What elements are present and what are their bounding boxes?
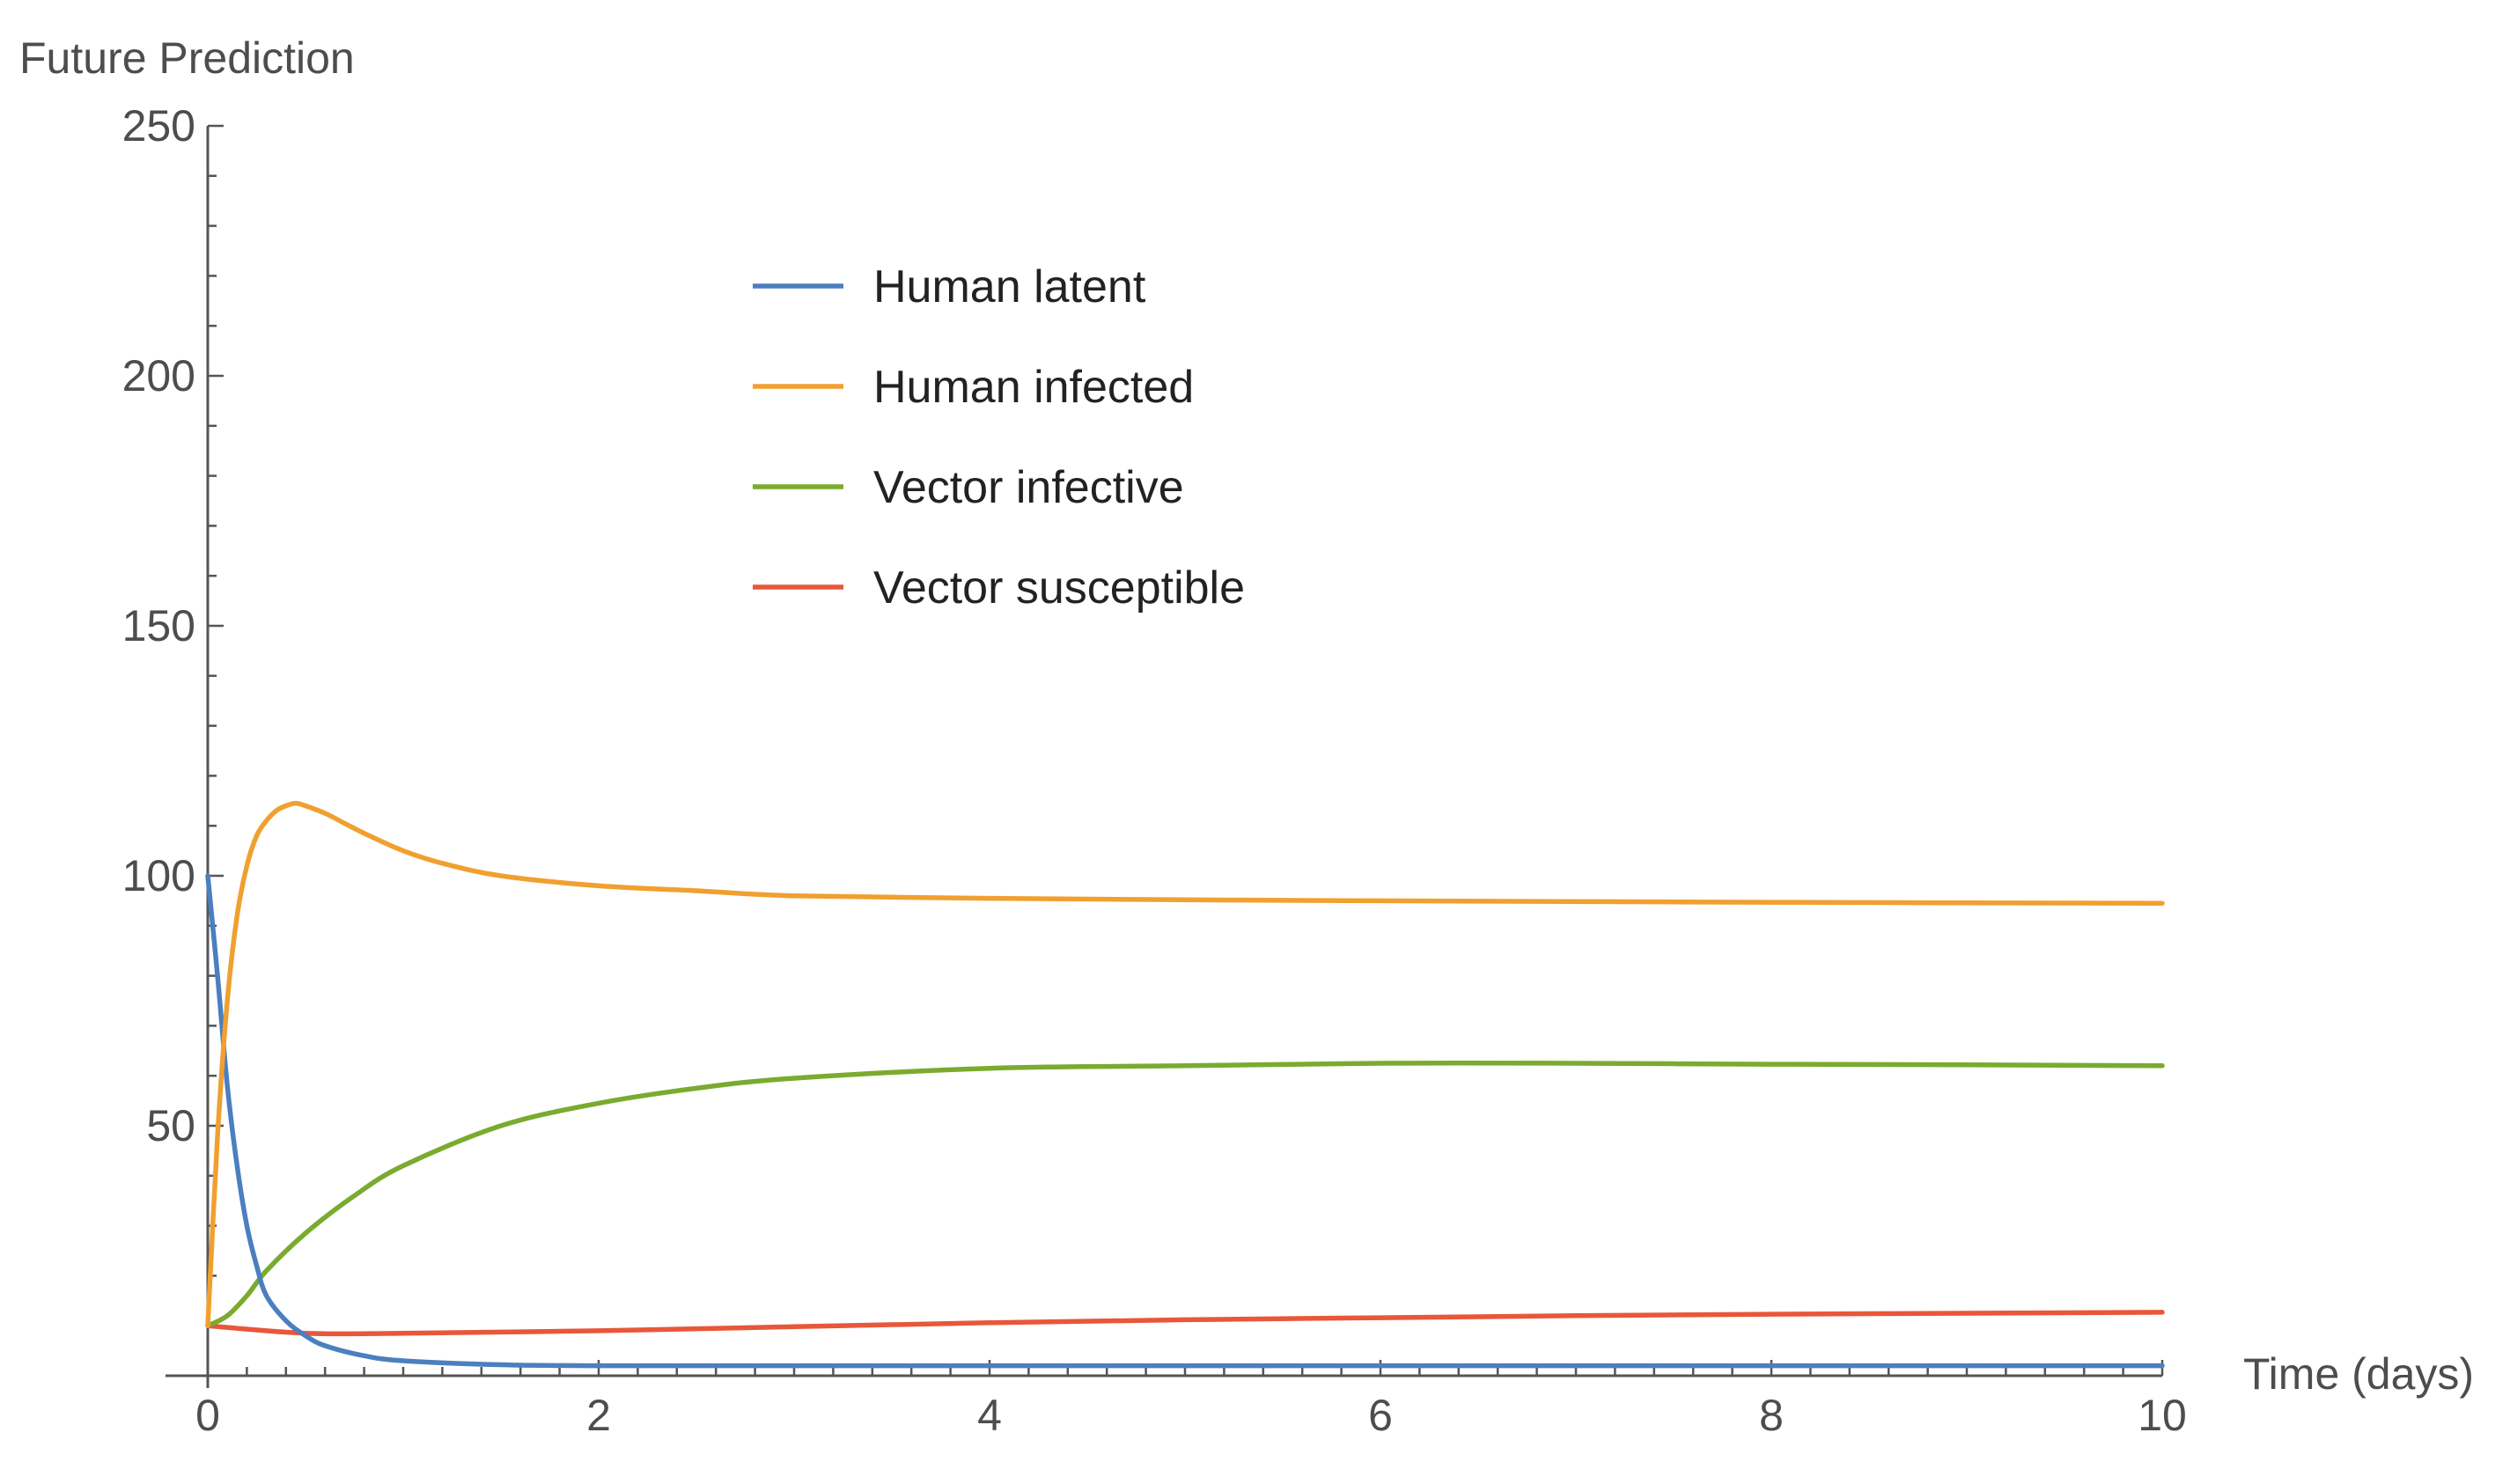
legend-label-vector-infective: Vector infective: [873, 462, 1184, 513]
series-group: [205, 800, 2165, 1369]
x-tick-label: 2: [586, 1391, 611, 1440]
x-tick-label: 0: [195, 1391, 220, 1440]
legend: Human latent Human infected Vector infecti…: [753, 261, 1245, 613]
legend-label-vector-susceptible: Vector susceptible: [873, 562, 1245, 613]
y-tick-label: 50: [146, 1101, 195, 1150]
x-axis-title: Time (days): [2243, 1349, 2474, 1399]
series-line-vector-susceptible: [205, 1310, 2165, 1337]
legend-label-human-infected: Human infected: [873, 362, 1194, 413]
series-line-human-infected: [205, 800, 2165, 1328]
x-tick-label: 6: [1368, 1391, 1393, 1440]
axes: 0 2 4 6 8 10 50 100 150 200 250: [122, 101, 2187, 1440]
series-line-vector-infective: [205, 1060, 2165, 1328]
series-line-human-latent: [205, 873, 2165, 1369]
y-tick-label: 100: [122, 851, 195, 900]
y-axis-title: Future Prediction: [19, 33, 355, 83]
legend-label-human-latent: Human latent: [873, 261, 1146, 312]
y-tick-label: 150: [122, 601, 195, 650]
y-tick-label: 200: [122, 351, 195, 400]
x-tick-label: 4: [977, 1391, 1002, 1440]
x-tick-label: 10: [2138, 1391, 2187, 1440]
y-tick-label: 250: [122, 101, 195, 151]
x-tick-label: 8: [1759, 1391, 1784, 1440]
